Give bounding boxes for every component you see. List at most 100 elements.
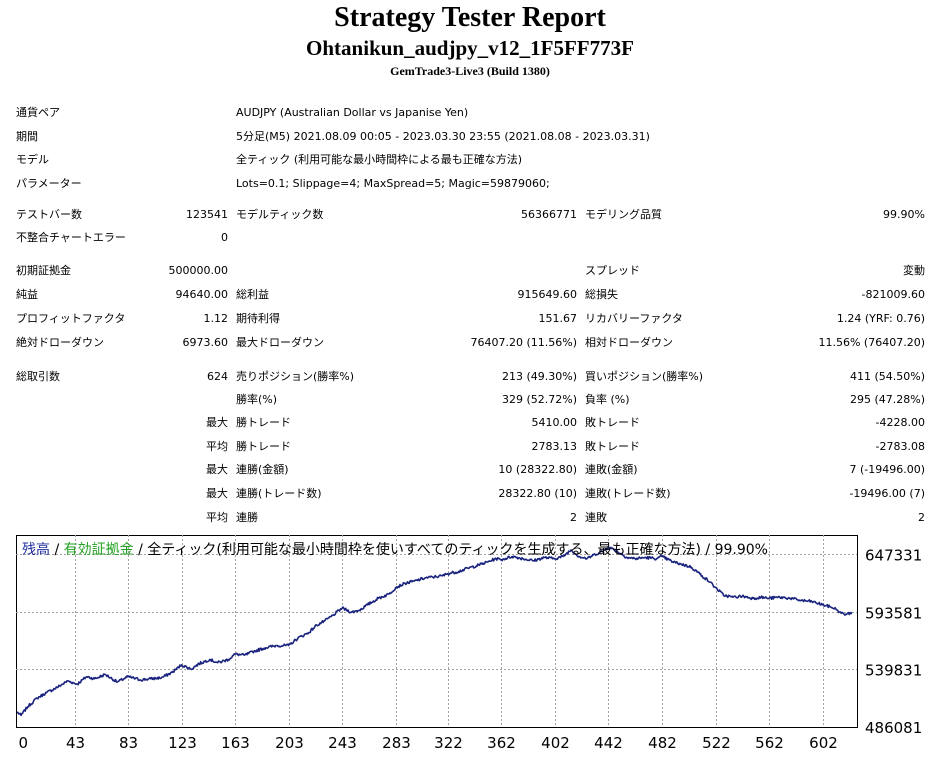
stat-value: 151.67 <box>538 312 578 325</box>
trade-prefix: 平均 <box>206 440 228 453</box>
stat-value: 1.12 <box>203 312 229 325</box>
legend-balance: 残高 <box>22 542 50 558</box>
stat-value: 1.24 (YRF: 0.76) <box>836 312 925 325</box>
trade-value: -19496.00 (7) <box>849 487 925 500</box>
stat-value: 915649.60 <box>517 288 578 301</box>
plot-frame <box>16 535 858 728</box>
y-tick-label: 486081 <box>865 719 922 737</box>
stat-label: 不整合チャートエラー <box>16 231 126 244</box>
legend-separator: / <box>133 542 148 558</box>
x-tick-label: 562 <box>755 734 784 752</box>
stat-value: 11.56% (76407.20) <box>818 336 925 349</box>
x-tick-label: 442 <box>594 734 623 752</box>
stat-label: プロフィットファクタ <box>16 312 126 325</box>
info-label: 通貨ペア <box>16 106 60 119</box>
trade-label: 連敗 <box>585 511 607 524</box>
trade-label: 勝トレード <box>236 440 291 453</box>
total-trades-value: 624 <box>207 370 228 383</box>
trade-value: 411 (54.50%) <box>849 370 925 383</box>
x-tick-label: 482 <box>648 734 677 752</box>
info-label: モデル <box>16 153 49 166</box>
x-tick-label: 0 <box>19 734 29 752</box>
trade-prefix: 最大 <box>206 487 228 500</box>
y-tick-label: 593581 <box>865 605 922 623</box>
stat-label: スプレッド <box>585 264 640 277</box>
stat-value: -821009.60 <box>861 288 925 301</box>
trade-label: 連敗(トレード数) <box>585 487 671 500</box>
info-value: 全ティック (利用可能な最小時間枠による最も正確な方法) <box>236 153 523 166</box>
info-label: パラメーター <box>16 177 82 190</box>
report-title: Strategy Tester Report <box>334 2 606 33</box>
stat-label: モデルティック数 <box>236 208 324 221</box>
trade-label: 連勝(金額) <box>236 463 289 476</box>
info-value: 5分足(M5) 2021.08.09 00:05 - 2023.03.30 23… <box>236 130 650 143</box>
legend-separator: / <box>700 542 715 558</box>
trade-label: 勝トレード <box>236 416 291 429</box>
trade-label: 連勝(トレード数) <box>236 487 322 500</box>
balance-line <box>16 546 853 717</box>
legend-separator: / <box>50 542 64 558</box>
x-tick-label: 522 <box>702 734 731 752</box>
balance-chart-svg: 647331 593581 539831 486081 0 43 83 123 163 203 24… <box>16 535 922 752</box>
legend-quality: 99.90% <box>714 542 768 558</box>
trade-label: 負率 (%) <box>585 393 630 406</box>
trade-label: 勝率(%) <box>236 393 278 406</box>
stat-label: 期待利得 <box>236 312 280 325</box>
y-tick-label: 539831 <box>865 662 922 680</box>
x-tick-label: 243 <box>328 734 357 752</box>
trade-prefix: 最大 <box>206 463 228 476</box>
stat-value: 94640.00 <box>175 288 229 301</box>
trade-value: 2783.13 <box>531 440 578 453</box>
stat-label: 総利益 <box>236 288 269 301</box>
x-tick-label: 402 <box>541 734 570 752</box>
trade-value: 329 (52.72%) <box>501 393 577 406</box>
trade-value: 28322.80 (10) <box>498 487 577 500</box>
stat-label: 相対ドローダウン <box>585 336 673 349</box>
x-tick-label: 362 <box>487 734 516 752</box>
stat-value: 変動 <box>903 264 925 277</box>
x-tick-label: 602 <box>809 734 838 752</box>
stat-value: 6973.60 <box>182 336 229 349</box>
x-tick-label: 203 <box>275 734 304 752</box>
x-tick-label: 83 <box>119 734 138 752</box>
stat-label: リカバリーファクタ <box>585 312 683 325</box>
trade-prefix: 平均 <box>206 511 228 524</box>
trade-value: 2 <box>570 511 577 524</box>
stat-value: 123541 <box>186 208 228 221</box>
stat-value: 500000.00 <box>168 264 229 277</box>
balance-chart: 647331 593581 539831 486081 0 43 83 123 163 203 24… <box>16 535 940 761</box>
trade-label: 連勝 <box>236 511 258 524</box>
stat-value: 99.90% <box>883 208 925 221</box>
trade-value: 7 (-19496.00) <box>849 463 925 476</box>
trade-value: -2783.08 <box>875 440 925 453</box>
stat-value: 56366771 <box>521 208 577 221</box>
stat-label: 初期証拠金 <box>16 264 71 277</box>
trade-label: 連敗(金額) <box>585 463 638 476</box>
expert-name: Ohtanikun_audjpy_v12_1F5FF773F <box>306 36 634 60</box>
trade-value: 2 <box>918 511 925 524</box>
x-tick-label: 163 <box>221 734 250 752</box>
server-build: GemTrade3-Live3 (Build 1380) <box>390 64 550 78</box>
trade-value: 5410.00 <box>531 416 578 429</box>
stat-value: 0 <box>221 231 228 244</box>
trade-value: -4228.00 <box>875 416 925 429</box>
trade-value: 10 (28322.80) <box>498 463 577 476</box>
info-value: Lots=0.1; Slippage=4; MaxSpread=5; Magic… <box>236 177 550 190</box>
stat-label: テストバー数 <box>16 208 82 221</box>
trade-label: 敗トレード <box>585 440 640 453</box>
trade-value: 213 (49.30%) <box>501 370 577 383</box>
trade-prefix: 最大 <box>206 416 228 429</box>
x-tick-label: 322 <box>434 734 463 752</box>
trade-label: 売りポジション(勝率%) <box>236 370 355 383</box>
x-tick-label: 123 <box>168 734 197 752</box>
x-tick-label: 283 <box>382 734 411 752</box>
legend-equity: 有効証拠金 <box>63 542 134 558</box>
info-label: 期間 <box>16 130 38 143</box>
total-trades-label: 総取引数 <box>16 370 60 383</box>
legend-model: 全ティック(利用可能な最小時間枠を使いすべてのティックを生成する、最も正確な方法… <box>147 542 701 558</box>
chart-legend: 残高 / 有効証拠金 / 全ティック(利用可能な最小時間枠を使いすべてのティック… <box>22 541 768 559</box>
stat-label: モデリング品質 <box>585 208 662 221</box>
trade-label: 買いポジション(勝率%) <box>585 370 704 383</box>
stat-value: 76407.20 (11.56%) <box>470 336 577 349</box>
trade-label: 敗トレード <box>585 416 640 429</box>
